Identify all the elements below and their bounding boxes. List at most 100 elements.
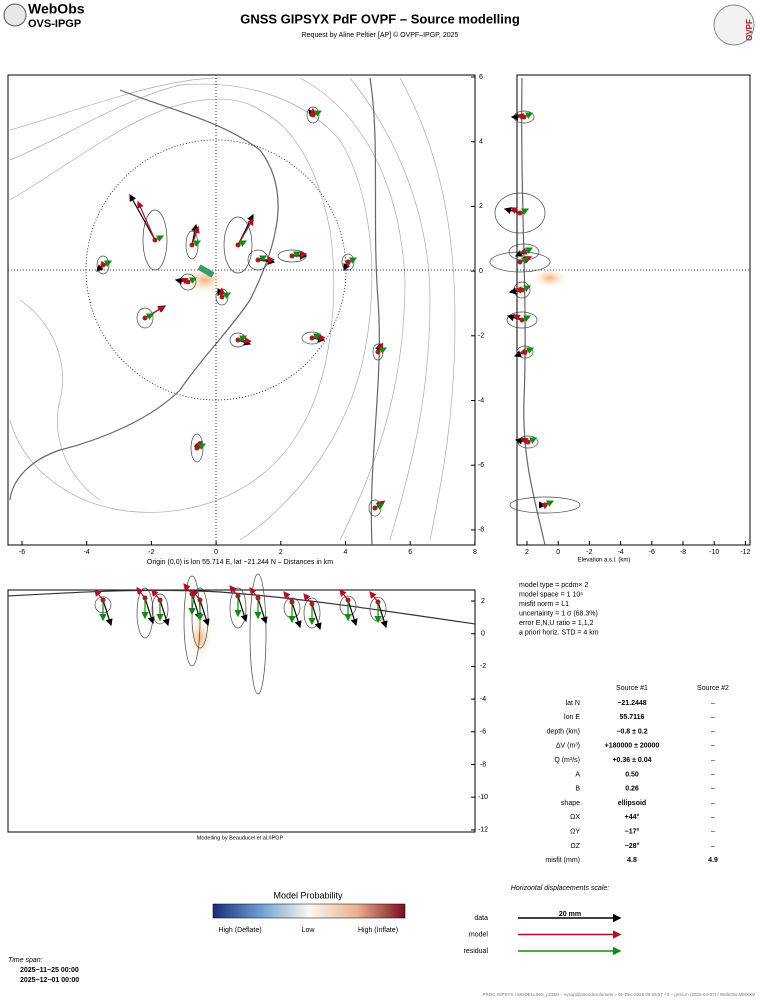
logo-text: WebObs <box>28 1 85 17</box>
cell: 55.7116 <box>620 714 645 721</box>
x-tick-label: 2 <box>525 549 529 556</box>
station <box>525 439 531 445</box>
y-tick-label: -6 <box>480 729 486 736</box>
cell: – <box>711 757 715 764</box>
station <box>289 599 295 605</box>
logo-icon <box>3 3 27 27</box>
cell: – <box>711 829 715 836</box>
station <box>219 294 225 300</box>
error-ellipse <box>489 251 551 273</box>
data-arrow <box>347 599 358 627</box>
data-arrow <box>199 599 210 627</box>
data-arrow <box>144 597 155 625</box>
y-tick-label: -4 <box>478 397 484 404</box>
scale-item: data <box>474 915 488 922</box>
colorbar-title: Model Probability <box>273 890 343 900</box>
cell: −0.8 ± 0.2 <box>616 728 647 735</box>
y-tick-label: 2 <box>481 598 485 605</box>
logo-text: OVS-IPGP <box>28 18 81 30</box>
column-header: Source #1 <box>616 685 648 692</box>
ovpf-logo <box>713 4 755 46</box>
title: GNSS GIPSYX PdF OVPF – Source modelling <box>240 11 520 26</box>
station <box>157 597 163 603</box>
row-label: ΩZ <box>570 843 580 850</box>
data-arrow <box>311 603 322 631</box>
error-ellipse <box>509 496 581 514</box>
station <box>235 593 241 599</box>
time-span-end: 2025−12−01 00:00 <box>20 977 79 984</box>
cell: −17° <box>625 828 640 836</box>
row-label: shape <box>561 800 580 807</box>
station <box>517 259 523 265</box>
row-label: ΔV (m³) <box>556 743 580 750</box>
cell: – <box>711 771 715 778</box>
elevation-panel <box>516 74 751 546</box>
cell: +0.36 ± 0.04 <box>612 757 651 764</box>
station <box>345 259 351 265</box>
cell: 0.26 <box>625 786 639 793</box>
y-tick-label: -2 <box>480 663 486 670</box>
cell: – <box>711 700 715 707</box>
cell: +180000 ± 20000 <box>605 743 660 750</box>
station <box>345 597 351 603</box>
row-label: lon E <box>564 714 580 721</box>
column-header: Source #2 <box>697 685 729 692</box>
data-arrow <box>377 601 388 629</box>
station <box>289 253 295 259</box>
cell: +44° <box>625 813 640 821</box>
error-ellipse <box>142 209 168 271</box>
colorbar-label: High (Inflate) <box>358 927 398 934</box>
data-arrow <box>257 597 268 625</box>
error-ellipse <box>223 216 253 274</box>
x-tick-label: 0 <box>214 549 218 556</box>
section-credit: Modelling by Beauducel et al./IPGP <box>197 835 284 841</box>
station <box>142 315 148 321</box>
y-tick-label: -6 <box>478 462 484 469</box>
station <box>521 114 527 120</box>
y-tick-label: -10 <box>478 794 488 801</box>
scale-item: residual <box>463 948 488 955</box>
y-tick-label: 6 <box>479 74 483 81</box>
x-tick-label: 6 <box>408 549 412 556</box>
scale-length: 20 mm <box>559 911 581 918</box>
time-span-label: Time span: <box>8 957 43 964</box>
parameter: misfit norm = L1 <box>519 601 569 608</box>
row-label: Q (m³/s) <box>554 757 580 764</box>
data-arrow <box>291 601 302 629</box>
map-frame <box>7 74 476 546</box>
row-label: B <box>575 786 580 793</box>
error-ellipse <box>303 597 321 629</box>
x-tick-label: -6 <box>19 549 25 556</box>
station <box>372 505 378 511</box>
cell: −21.2448 <box>617 700 646 707</box>
station <box>189 242 195 248</box>
cell: – <box>711 743 715 750</box>
row-label: misfit (mm) <box>545 857 580 864</box>
x-tick-label: 2 <box>279 549 283 556</box>
x-tick-label: -8 <box>680 549 686 556</box>
error-ellipse <box>191 587 209 649</box>
station <box>255 257 261 263</box>
cell: – <box>711 814 715 821</box>
colorbar-label: High (Deflate) <box>218 927 261 934</box>
data-arrow <box>102 599 113 627</box>
data-arrow <box>129 193 156 241</box>
data-arrow <box>159 599 170 627</box>
station <box>235 242 241 248</box>
cell: – <box>711 728 715 735</box>
error-ellipse <box>494 192 546 234</box>
data-arrow <box>237 595 248 623</box>
station <box>542 502 548 508</box>
map-panel <box>7 74 476 546</box>
station <box>375 349 381 355</box>
station <box>185 279 191 285</box>
parameter: model space = 1 10⁶ <box>519 591 583 598</box>
station <box>142 595 148 601</box>
x-tick-label: -2 <box>148 549 154 556</box>
y-tick-label: 4 <box>479 139 483 146</box>
station <box>375 599 381 605</box>
parameter: uncertainty = 1 σ (68.3%) <box>519 610 598 617</box>
station <box>517 210 523 216</box>
colorbar-label: Low <box>302 927 316 934</box>
cell: – <box>711 800 715 807</box>
